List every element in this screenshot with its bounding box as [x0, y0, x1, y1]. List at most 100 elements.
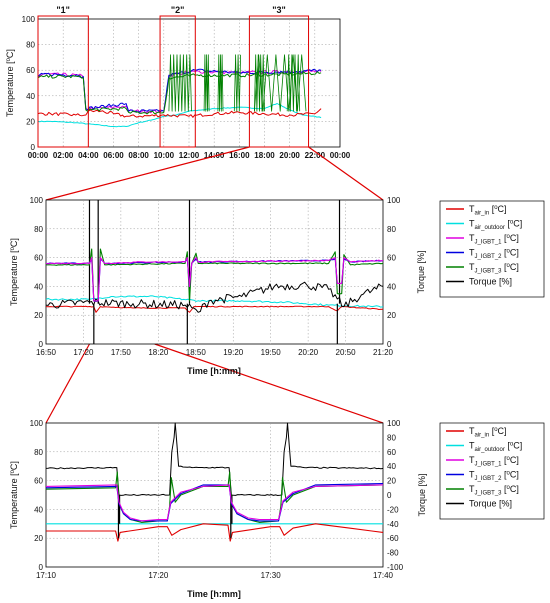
zoom1-y2-axis-label: Torque [%]	[416, 250, 426, 293]
overview-x-tick-label: 08:00	[128, 151, 149, 160]
overview-y-axis-label: Temperature [oC]	[5, 49, 15, 117]
zoom1-x-tick-label: 16:50	[36, 348, 57, 357]
overview-igbt3-burst	[254, 54, 265, 112]
overview-series-t-j-igbt-3	[37, 71, 322, 115]
zoom1-x-tick-label: 18:20	[148, 348, 169, 357]
zoom2-y2-tick-label: -60	[387, 534, 399, 543]
zoom2-legend-main: T	[469, 484, 475, 494]
zoom2-ylabel-sup: o	[10, 469, 16, 473]
zoom2-legend-unit-sup: o	[494, 427, 498, 433]
overview-series-t-air-in	[37, 108, 322, 118]
zoom2-series-t-air-in	[46, 523, 384, 542]
zoom2-legend-entry: Tair_in [oC]	[469, 426, 507, 439]
overview-y-ticks: 0 20 40 60 80 100	[22, 15, 36, 152]
zoom1-legend-entry: TJ_IGBT_1 [oC]	[469, 233, 519, 246]
zoom2-legend-unit-post: C]	[510, 484, 519, 494]
zoom2-legend-sub: air_in	[475, 433, 490, 439]
zoom1-y-tick-label: 40	[34, 282, 43, 291]
overview-y-tick-label: 40	[26, 92, 35, 101]
overview-ylabel-sup: o	[6, 57, 12, 61]
zoom1-legend-unit-pre: [	[489, 204, 495, 214]
zoom1-legend-sub: air_outdoor	[475, 225, 505, 231]
zoom1-legend-sub: J_IGBT_2	[475, 254, 503, 260]
zoom1-x-tick-label: 17:20	[73, 348, 94, 357]
zoom2-legend-unit-sup: o	[507, 471, 511, 477]
overview-y-tick-label: 20	[26, 117, 35, 126]
overview-igbt3-burst	[254, 54, 307, 112]
zoom2-legend-unit-post: C]	[510, 470, 519, 480]
zoom2-ylabel-post: C]	[9, 461, 19, 470]
zoom2-plot-frame	[45, 422, 384, 568]
overview-series	[37, 54, 322, 128]
zoom2-legend-main: T	[469, 426, 475, 436]
zoom1-legend-unit-post: C]	[513, 219, 522, 229]
zoom1-series-t-air-in	[45, 305, 384, 313]
overview-regions: "1" "2" "3"	[37, 5, 310, 148]
zoom2-legend-unit-pre: [	[502, 455, 508, 465]
overview-x-tick-label: 00:00	[330, 151, 351, 160]
zoom2-y-ticks: 0 20 40 60 80 100	[30, 419, 44, 572]
zoom1-legend-main: T	[469, 204, 475, 214]
overview-igbt3-burst	[217, 54, 224, 112]
zoom2-legend-entry: TJ_IGBT_2 [oC]	[469, 470, 519, 483]
zoom2-legend-unit-post: C]	[498, 426, 507, 436]
zoom2-series-torque	[45, 422, 384, 496]
overview-igbt3-burst	[233, 54, 241, 112]
overview-x-tick-label: 12:00	[179, 151, 200, 160]
overview-x-tick-label: 20:00	[279, 151, 300, 160]
zoom1-y-tick-label: 0	[39, 340, 44, 349]
zoom2-legend-main: T	[469, 470, 475, 480]
zoom2-legend-main: Torque [%]	[469, 499, 512, 509]
overview-ylabel-pre: Temperature [	[5, 61, 15, 117]
zoom1-y2-tick-label: 80	[387, 225, 396, 234]
overview-igbt3-burst	[203, 54, 210, 112]
zoom1-legend-unit-sup: o	[507, 234, 511, 240]
zoom1-legend-entry: Tair_outdoor [oC]	[469, 219, 522, 232]
zoom2-legend-sub: J_IGBT_3	[475, 491, 503, 497]
zoom2-x-tick-label: 17:10	[36, 571, 57, 580]
zoom2-legend-unit-pre: [	[502, 484, 508, 494]
zoom2-y-tick-label: 60	[34, 477, 43, 486]
overview-x-tick-label: 04:00	[78, 151, 99, 160]
zoom1-plot-frame	[45, 199, 384, 345]
zoom1-y-tick-label: 60	[34, 254, 43, 263]
zoom1-x-tick-label: 21:20	[373, 348, 394, 357]
zoom2-y2-tick-label: 20	[387, 477, 396, 486]
zoom2-legend-unit-pre: [	[489, 426, 495, 436]
zoom2-legend-unit-sup: o	[507, 485, 511, 491]
zoom1-legend-unit-post: C]	[510, 248, 519, 258]
zoom2-y2-tick-label: 0	[387, 491, 392, 500]
zoom1-x-axis-label: Time [h:mm]	[187, 366, 241, 376]
zoom1-legend-main: T	[469, 262, 475, 272]
zoom2-legend: Tair_in [oC]Tair_outdoor [oC]TJ_IGBT_1 […	[439, 422, 545, 520]
zoom1-y2-tick-label: 20	[387, 311, 396, 320]
zoom2-legend-entry: TJ_IGBT_3 [oC]	[469, 484, 519, 497]
zoom1-x-tick-label: 20:50	[336, 348, 357, 357]
zoom2-y-tick-label: 100	[30, 419, 44, 428]
zoom1-connector-right	[308, 146, 384, 201]
zoom1-y2-tick-label: 100	[387, 196, 401, 205]
zoom2-legend-unit-pre: [	[505, 441, 511, 451]
zoom1-legend-unit-pre: [	[505, 219, 511, 229]
zoom2-ylabel-pre: Temperature [	[9, 473, 19, 529]
overview-region-label-2: "2"	[171, 5, 185, 15]
zoom1-y2-ticks: 0 20 40 60 80 100	[387, 196, 401, 349]
overview-region-box-3	[248, 15, 310, 148]
zoom1-legend: Tair_in [oC]Tair_outdoor [oC]TJ_IGBT_1 […	[439, 200, 545, 298]
zoom1-x-tick-label: 19:20	[223, 348, 244, 357]
zoom1-x-tick-label: 17:50	[111, 348, 132, 357]
overview-y-tick-label: 0	[31, 143, 36, 152]
zoom2-y2-tick-label: 40	[387, 462, 396, 471]
overview-y-tick-label: 100	[22, 15, 36, 24]
zoom2-legend-sub: J_IGBT_1	[475, 462, 503, 468]
zoom2-x-ticks: 17:10 17:20 17:30 17:40	[36, 571, 394, 580]
zoom1-y-ticks: 0 20 40 60 80 100	[30, 196, 44, 349]
zoom1-legend-unit-pre: [	[502, 248, 508, 258]
zoom2-legend-box	[439, 422, 545, 520]
zoom2-legend-main: T	[469, 441, 475, 451]
zoom1-series-t-j-igbt-3	[46, 248, 384, 302]
zoom2-x-tick-label: 17:20	[148, 571, 169, 580]
zoom2-chart: 0 20 40 60 80 100 -100 -80 -60 -40 -20 0 20 40 60 80 10…	[9, 419, 427, 599]
zoom2-legend-entry: Torque [%]	[469, 499, 512, 509]
